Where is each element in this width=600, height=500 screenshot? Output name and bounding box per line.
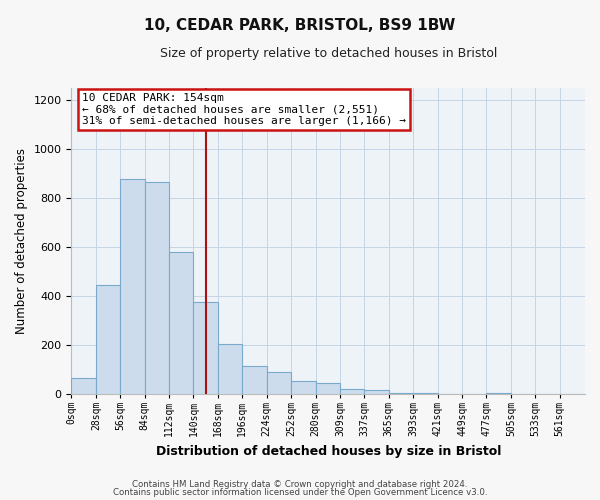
Title: Size of property relative to detached houses in Bristol: Size of property relative to detached ho… [160, 48, 497, 60]
Bar [145, 182, 169, 394]
Bar [169, 252, 193, 394]
Text: 10 CEDAR PARK: 154sqm
← 68% of detached houses are smaller (2,551)
31% of semi-d: 10 CEDAR PARK: 154sqm ← 68% of detached … [82, 92, 406, 126]
Bar [193, 302, 218, 394]
Text: 10, CEDAR PARK, BRISTOL, BS9 1BW: 10, CEDAR PARK, BRISTOL, BS9 1BW [145, 18, 455, 32]
Bar [364, 390, 389, 394]
Text: Contains public sector information licensed under the Open Government Licence v3: Contains public sector information licen… [113, 488, 487, 497]
Bar [340, 389, 364, 394]
Bar [96, 285, 120, 394]
Bar [218, 344, 242, 394]
Bar [267, 372, 291, 394]
Bar [71, 378, 96, 394]
Bar [242, 366, 267, 394]
X-axis label: Distribution of detached houses by size in Bristol: Distribution of detached houses by size … [155, 444, 501, 458]
Bar [389, 392, 413, 394]
Text: Contains HM Land Registry data © Crown copyright and database right 2024.: Contains HM Land Registry data © Crown c… [132, 480, 468, 489]
Bar [487, 392, 511, 394]
Y-axis label: Number of detached properties: Number of detached properties [15, 148, 28, 334]
Bar [291, 380, 316, 394]
Bar [120, 178, 145, 394]
Bar [316, 383, 340, 394]
